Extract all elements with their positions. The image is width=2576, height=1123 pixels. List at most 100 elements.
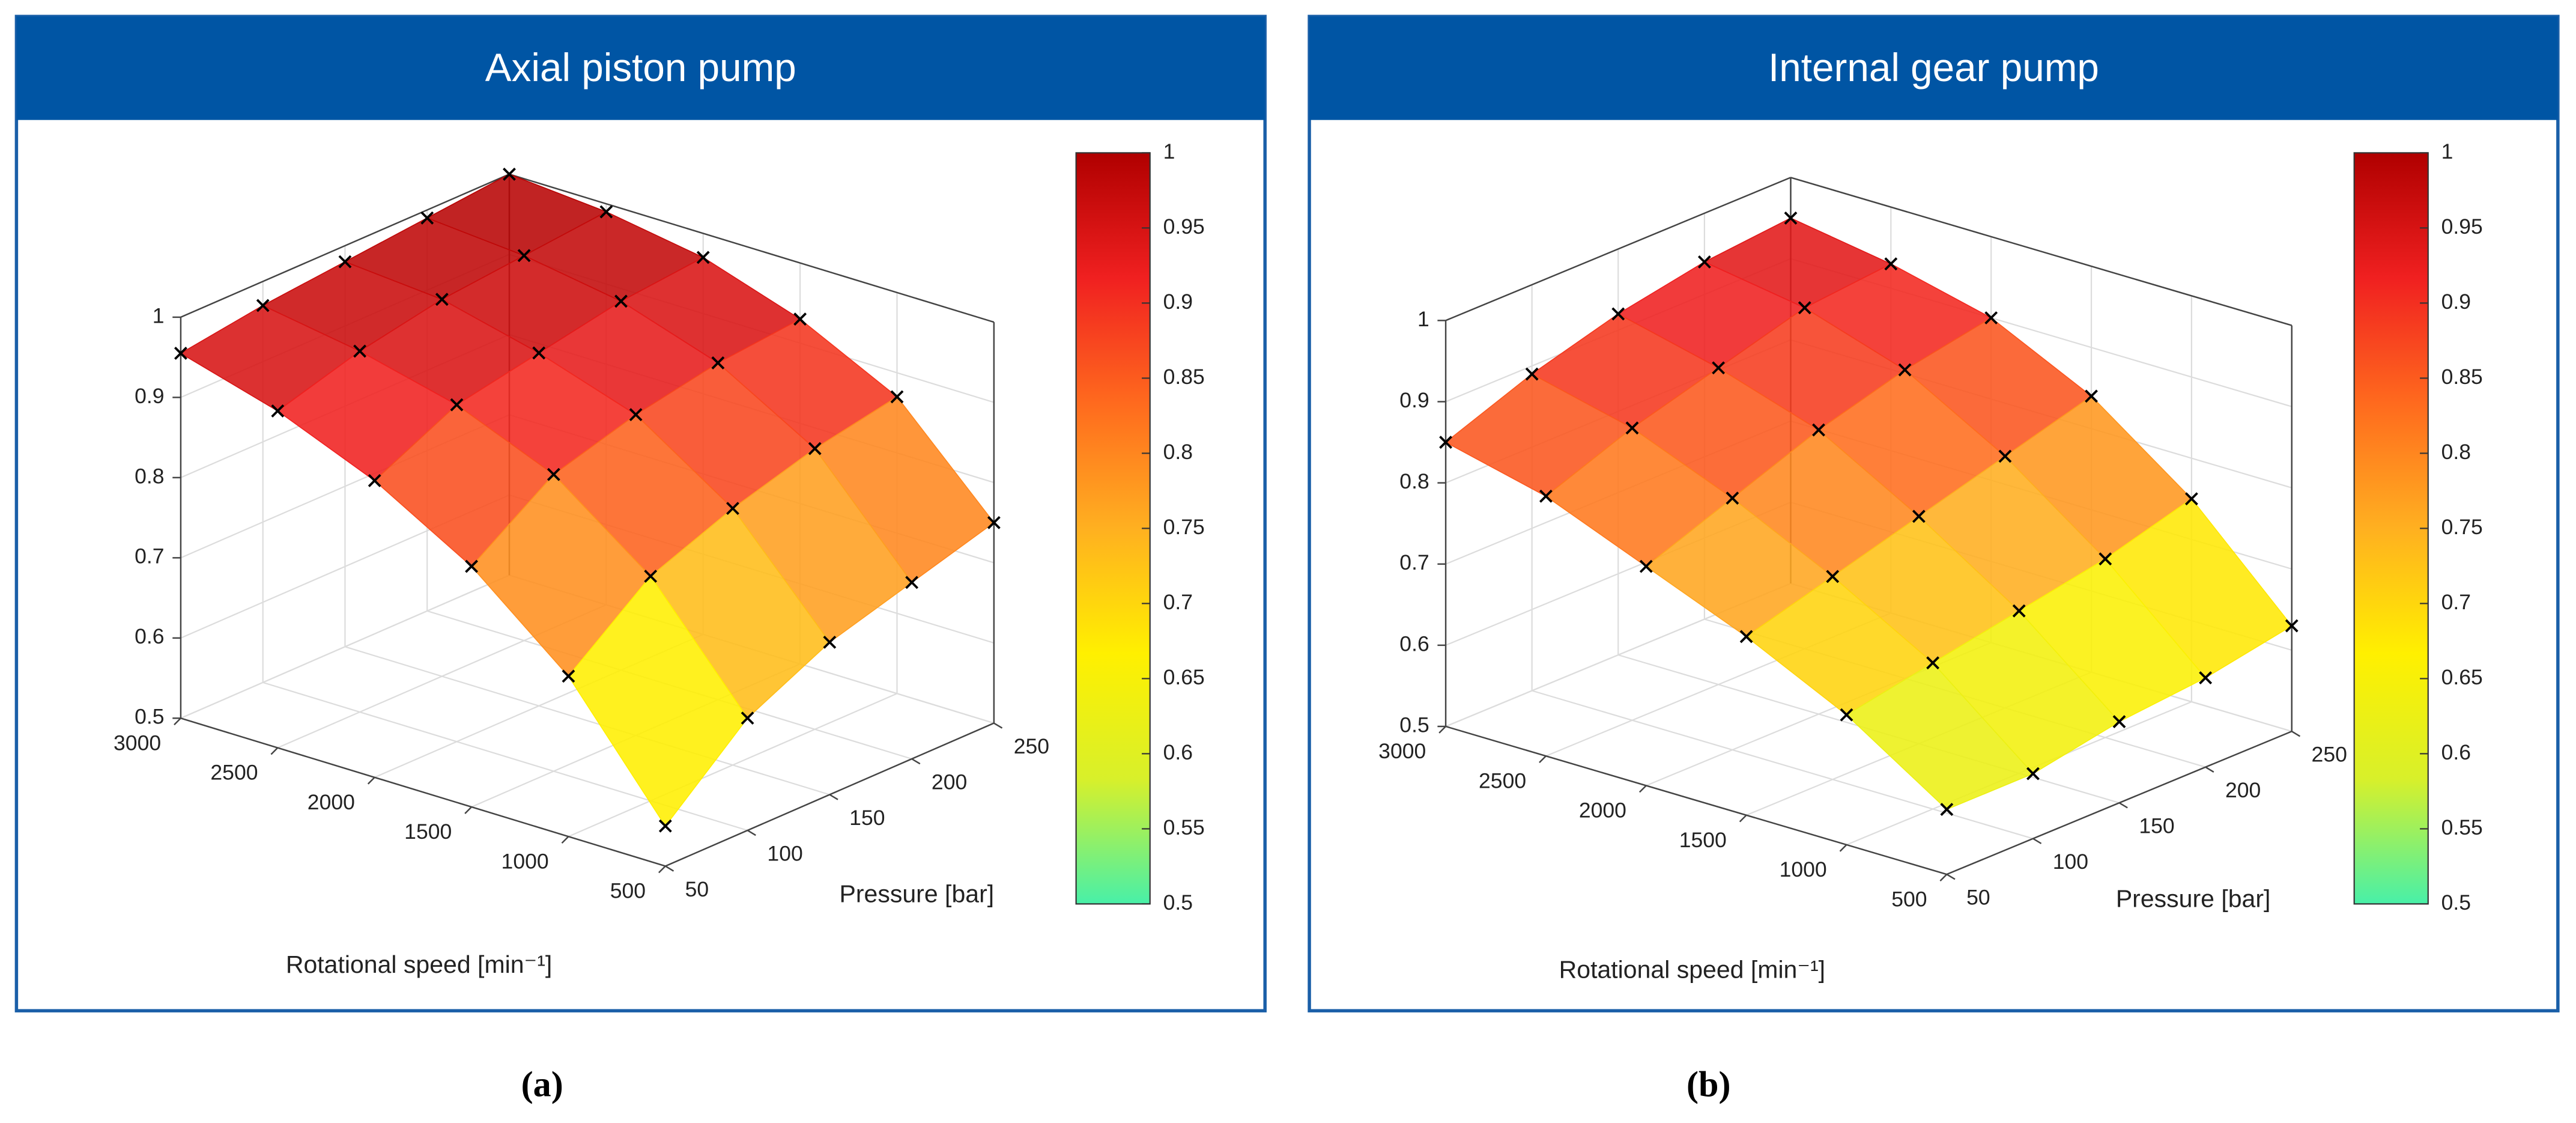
colorbar-tick-label: 0.95	[1163, 215, 1205, 239]
data-point	[987, 516, 1001, 529]
axis-edge	[1445, 725, 1947, 875]
data-point	[450, 398, 464, 412]
data-point	[420, 211, 434, 225]
data-point	[823, 635, 837, 649]
data-point	[1826, 570, 1840, 583]
y-tick	[2291, 731, 2301, 737]
z-tick-label: 0.5	[135, 705, 164, 729]
axis-edge	[180, 717, 666, 867]
y-tick	[747, 829, 756, 836]
y-tick	[911, 758, 921, 765]
y-tick-label: 250	[2312, 743, 2347, 767]
y-tick-label: 200	[932, 770, 967, 794]
x-tick-label: 2500	[1479, 768, 1526, 793]
chart-title: Internal gear pump	[1768, 46, 2099, 90]
x-tick-label: 3000	[114, 731, 161, 755]
data-point	[338, 255, 352, 269]
caption: (b)	[1687, 1065, 1731, 1105]
colorbar-tick-label: 0.5	[1163, 890, 1193, 915]
y-axis-label: Pressure [bar]	[840, 880, 995, 908]
data-point	[1812, 423, 1825, 437]
data-point	[1998, 449, 2012, 463]
colorbar-tick-label: 0.85	[2441, 365, 2483, 389]
data-point	[2099, 552, 2112, 566]
data-point	[629, 408, 643, 422]
data-point	[1984, 311, 1998, 324]
x-tick-label: 500	[1891, 887, 1927, 911]
colorbar-tick-label: 1	[2441, 139, 2453, 163]
colorbar-tick-label: 0.5	[2441, 890, 2471, 915]
y-tick-label: 150	[2139, 814, 2174, 838]
data-point	[465, 559, 479, 573]
data-point	[1912, 510, 1926, 523]
colorbar-tick-label: 0.55	[1163, 815, 1205, 839]
data-point	[2285, 619, 2299, 633]
x-tick	[464, 806, 472, 814]
data-point	[1784, 212, 1798, 225]
data-point	[2184, 492, 2198, 506]
data-point	[1712, 361, 1726, 375]
x-tick	[1839, 844, 1847, 852]
y-tick-label: 250	[1014, 734, 1049, 758]
axis-edge	[1445, 177, 1791, 321]
colorbar-tick-label: 0.55	[2441, 815, 2483, 839]
axis-edge	[1790, 177, 2293, 326]
colorbar-tick-label: 0.6	[1163, 740, 1193, 764]
chart-panel: Axial piston pump0.50.60.70.80.915001000…	[14, 14, 1267, 1105]
x-tick-label: 3000	[1378, 739, 1426, 763]
x-tick-label: 1500	[404, 820, 452, 844]
x-tick	[1438, 726, 1446, 734]
x-tick	[1539, 755, 1547, 764]
colorbar-tick-label: 0.65	[2441, 665, 2483, 689]
y-tick-label: 200	[2225, 778, 2261, 802]
data-point	[517, 249, 531, 263]
colorbar-tick-label: 0.8	[1163, 440, 1193, 464]
y-tick	[993, 722, 1003, 729]
y-tick-label: 50	[685, 877, 709, 901]
y-tick	[829, 794, 838, 800]
data-point	[2026, 767, 2040, 781]
colorbar-tick-label: 0.85	[1163, 365, 1205, 389]
y-tick	[665, 865, 674, 872]
y-tick	[2032, 838, 2042, 844]
data-point	[1926, 656, 1940, 670]
grid-line	[180, 574, 510, 719]
x-tick-label: 1000	[502, 849, 549, 873]
x-tick	[658, 865, 666, 874]
data-point	[547, 467, 560, 481]
data-point	[658, 819, 672, 833]
data-point	[726, 502, 739, 516]
y-tick	[2118, 802, 2128, 809]
data-point	[808, 442, 822, 455]
z-tick-label: 1	[153, 303, 165, 327]
x-tick	[1939, 874, 1948, 881]
colorbar-tick-label: 0.9	[1163, 290, 1193, 314]
data-point	[1726, 492, 1739, 505]
data-point	[1639, 559, 1653, 573]
x-tick-label: 2000	[308, 790, 355, 814]
y-tick-label: 100	[767, 841, 802, 865]
panel-header	[1309, 16, 2558, 120]
x-tick-label: 500	[610, 879, 646, 903]
data-point	[1798, 301, 1811, 315]
data-point	[271, 404, 285, 418]
z-tick-label: 0.6	[135, 624, 164, 648]
data-point	[256, 299, 270, 312]
data-point	[2012, 604, 2026, 618]
colorbar-tick-label: 1	[1163, 139, 1175, 163]
data-point	[435, 293, 449, 306]
x-tick-label: 1500	[1679, 828, 1727, 852]
z-tick-label: 1	[1417, 307, 1429, 331]
grid-line	[345, 646, 830, 796]
x-tick	[270, 747, 279, 755]
x-tick-label: 2000	[1579, 799, 1626, 823]
x-tick	[1638, 785, 1647, 793]
data-point	[1697, 255, 1711, 269]
colorbar-tick-label: 0.7	[1163, 590, 1193, 614]
x-tick	[1739, 814, 1747, 823]
data-point	[2085, 389, 2098, 403]
data-point	[532, 346, 546, 360]
colorbar-tick-label: 0.65	[1163, 665, 1205, 689]
data-point	[368, 473, 381, 487]
